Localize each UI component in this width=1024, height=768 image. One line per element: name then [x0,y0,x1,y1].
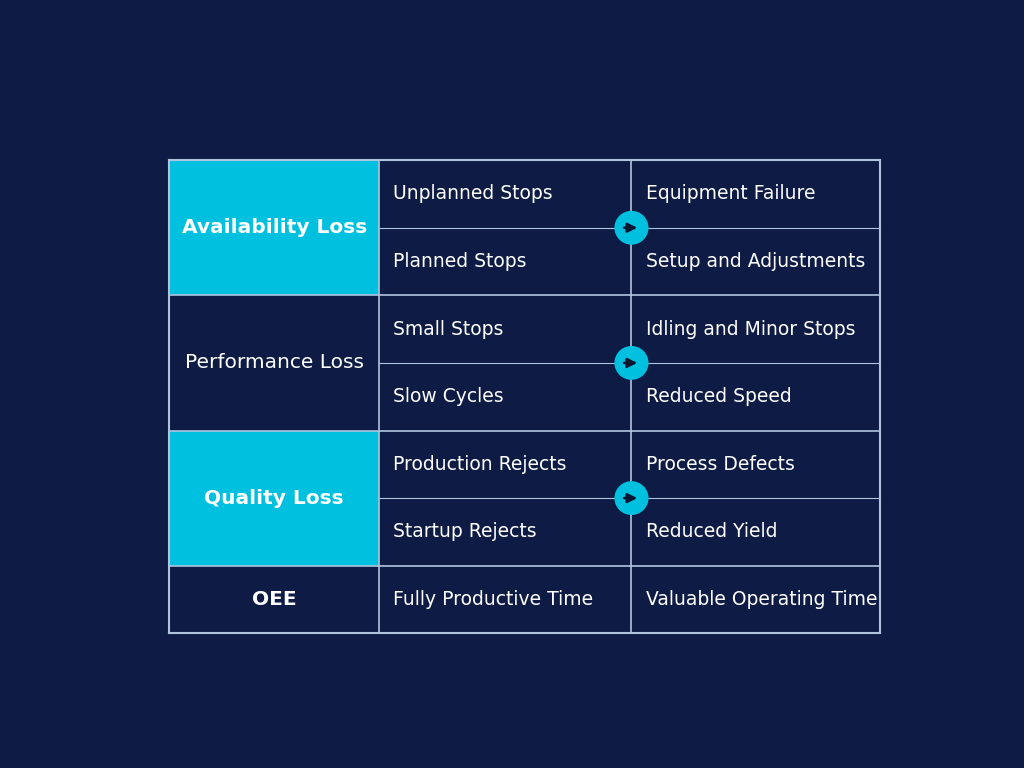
Text: Idling and Minor Stops: Idling and Minor Stops [646,319,855,339]
Text: Production Rejects: Production Rejects [393,455,567,474]
Text: Quality Loss: Quality Loss [205,488,344,508]
Text: Reduced Yield: Reduced Yield [646,522,777,541]
Ellipse shape [614,210,648,245]
Text: Process Defects: Process Defects [646,455,795,474]
Bar [169,296,379,431]
Bar [169,431,379,566]
Text: Performance Loss: Performance Loss [184,353,364,372]
Text: Availability Loss: Availability Loss [181,218,367,237]
Bar [169,161,881,634]
Text: Unplanned Stops: Unplanned Stops [393,184,553,204]
Ellipse shape [614,481,648,515]
Text: Startup Rejects: Startup Rejects [393,522,537,541]
Text: Equipment Failure: Equipment Failure [646,184,815,204]
Text: Valuable Operating Time: Valuable Operating Time [646,590,878,609]
Text: Fully Productive Time: Fully Productive Time [393,590,594,609]
Text: Setup and Adjustments: Setup and Adjustments [646,252,865,271]
Ellipse shape [614,346,648,380]
Bar [169,566,379,634]
Text: Reduced Speed: Reduced Speed [646,387,792,406]
Text: Slow Cycles: Slow Cycles [393,387,504,406]
Text: Small Stops: Small Stops [393,319,504,339]
Text: Planned Stops: Planned Stops [393,252,526,271]
Bar [169,161,379,296]
Text: OEE: OEE [252,590,297,609]
